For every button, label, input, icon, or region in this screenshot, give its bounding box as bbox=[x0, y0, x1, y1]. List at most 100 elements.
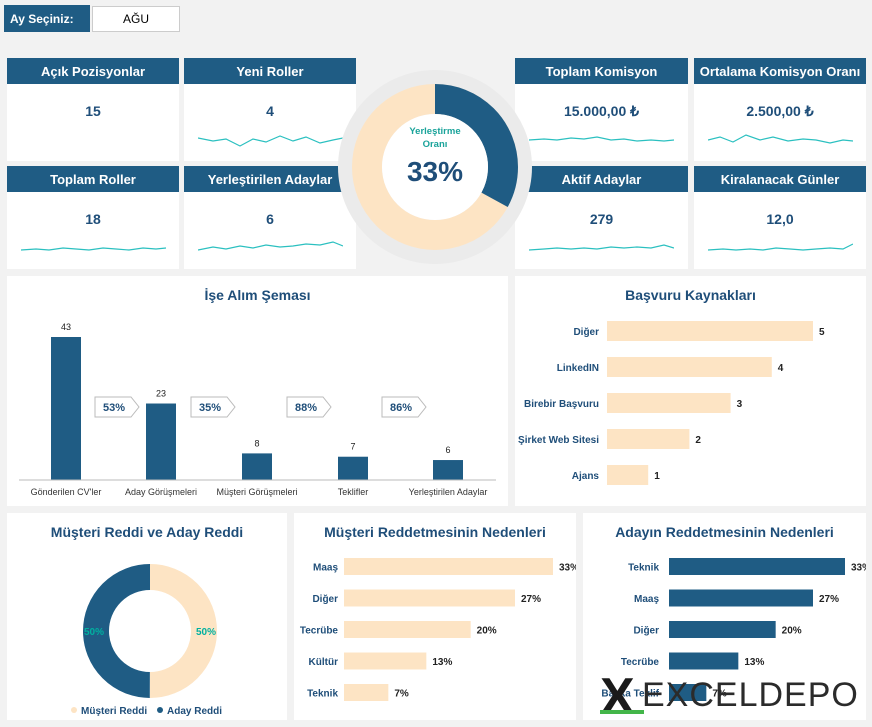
bar bbox=[607, 465, 649, 485]
kpi-title: Ortalama Komisyon Oranı bbox=[694, 58, 866, 84]
conversion-rate: 86% bbox=[390, 402, 412, 414]
bar-category-label: Şirket Web Sitesi bbox=[518, 435, 599, 446]
panel-title: Adayın Reddetmesinin Nedenleri bbox=[615, 524, 834, 540]
bar bbox=[607, 357, 772, 377]
bar-category-label: Diğer bbox=[573, 327, 599, 338]
sparkline bbox=[708, 134, 853, 144]
application-sources-panel: Başvuru Kaynakları Diğer 5 LinkedIN 4 Birebi… bbox=[515, 276, 866, 506]
sparkline bbox=[708, 243, 853, 251]
bar-category-label: LinkedIN bbox=[557, 363, 599, 374]
kpi-title: Yeni Roller bbox=[184, 58, 356, 84]
funnel-bar bbox=[242, 453, 272, 480]
conversion-arrow bbox=[381, 396, 427, 418]
bar-category-label: Teknik bbox=[628, 563, 659, 574]
kpi-card-active-candidates: Aktif Adaylar 279 bbox=[515, 166, 688, 269]
funnel-bar bbox=[433, 460, 463, 480]
conversion-arrow bbox=[190, 396, 236, 418]
bar-value-label: 33% bbox=[559, 563, 576, 574]
conversion-rate: 53% bbox=[103, 402, 125, 414]
kpi-card-total-roles: Toplam Roller 18 bbox=[7, 166, 179, 269]
kpi-value: 12,0 bbox=[766, 211, 794, 227]
kpi-title: Toplam Komisyon bbox=[515, 58, 688, 84]
recruitment-funnel-panel: İşe Alım Şeması 43 Gönderilen CV'ler 23 Ada… bbox=[7, 276, 508, 506]
bar-category-label: Tecrübe bbox=[621, 657, 660, 668]
panel-title: İşe Alım Şeması bbox=[204, 287, 311, 303]
funnel-category-label: Gönderilen CV'ler bbox=[31, 487, 102, 497]
candidate-rejection-chart: Teknik 33% Maaş 27% Diğer 20% Tecrübe 13% Başka … bbox=[601, 558, 866, 701]
client-rejection-panel: Müşteri Reddetmesinin Nedenleri Maaş 33% D… bbox=[294, 513, 576, 720]
sparkline bbox=[529, 244, 674, 251]
kpi-value: 18 bbox=[85, 211, 101, 227]
bar-value-label: 13% bbox=[432, 657, 452, 668]
bar bbox=[669, 684, 707, 701]
legend-swatch bbox=[157, 707, 163, 713]
bar-category-label: Teknik bbox=[307, 689, 338, 700]
bar-value-label: 2 bbox=[695, 435, 701, 446]
panel-title: Başvuru Kaynakları bbox=[625, 287, 756, 303]
bar-value-label: 7% bbox=[394, 689, 409, 700]
bar bbox=[607, 321, 813, 341]
funnel-bar bbox=[338, 456, 368, 480]
logo-text: EXCELDEPO bbox=[642, 676, 859, 714]
bar bbox=[607, 393, 731, 413]
bar bbox=[607, 429, 690, 449]
kpi-value: 6 bbox=[266, 211, 274, 227]
funnel-category-label: Aday Görüşmeleri bbox=[125, 487, 197, 497]
sparkline bbox=[198, 135, 343, 147]
month-selector[interactable]: AĞU bbox=[92, 6, 180, 32]
bar-category-label: Diğer bbox=[312, 594, 338, 605]
placement-rate-gauge: Yerleştirme Oranı 33% bbox=[338, 70, 532, 264]
kpi-title: Yerleştirilen Adaylar bbox=[184, 166, 356, 192]
month-selector-label: Ay Seçiniz: bbox=[4, 5, 90, 32]
bar-value-label: 5 bbox=[819, 327, 825, 338]
placement-rate-arc bbox=[352, 84, 518, 250]
kpi-card-new-roles: Yeni Roller 4 bbox=[184, 58, 356, 161]
bar-value-label: 20% bbox=[477, 626, 497, 637]
bar bbox=[669, 652, 739, 670]
recruitment-funnel-chart: 43 Gönderilen CV'ler 23 Aday Görüşmeleri 8 Mü… bbox=[19, 322, 496, 497]
kpi-card-placed-candidates: Yerleştirilen Adaylar 6 bbox=[184, 166, 356, 269]
pie-slice bbox=[83, 564, 217, 698]
conversion-arrow bbox=[286, 396, 332, 418]
panel-title: Müşteri Reddi ve Aday Reddi bbox=[50, 524, 244, 540]
bar-value-label: 7% bbox=[712, 689, 727, 700]
placement-value: 33% bbox=[407, 156, 463, 187]
kpi-value: 279 bbox=[589, 211, 614, 227]
funnel-bar bbox=[51, 337, 81, 480]
kpi-card-days-to-hire: Kiralanacak Günler 12,0 bbox=[694, 166, 866, 269]
bar-value-label: 33% bbox=[851, 563, 866, 574]
exceldepo-logo: X EXCELDEPO bbox=[600, 668, 859, 722]
sparkline bbox=[198, 241, 343, 251]
funnel-bar-value: 23 bbox=[156, 389, 166, 399]
funnel-bar-value: 8 bbox=[254, 438, 259, 448]
bar-category-label: Başka Teklif bbox=[601, 689, 659, 700]
bar-value-label: 13% bbox=[744, 657, 764, 668]
bar-category-label: Tecrübe bbox=[300, 626, 339, 637]
placement-label-line1: Yerleştirme bbox=[409, 126, 460, 137]
kpi-title: Kiralanacak Günler bbox=[694, 166, 866, 192]
placement-label-line2: Oranı bbox=[423, 139, 448, 150]
client-rejection-chart: Maaş 33% Diğer 27% Tecrübe 20% Kültür 13% Teknik… bbox=[300, 558, 576, 701]
funnel-bar-value: 7 bbox=[350, 442, 355, 452]
funnel-category-label: Yerleştirilen Adaylar bbox=[409, 487, 488, 497]
bar-category-label: Maaş bbox=[634, 594, 659, 605]
legend-swatch bbox=[71, 707, 77, 713]
funnel-bar-value: 43 bbox=[61, 322, 71, 332]
panel-title: Müşteri Reddetmesinin Nedenleri bbox=[324, 524, 546, 540]
candidate-rejection-panel: Adayın Reddetmesinin Nedenleri Teknik 33%… bbox=[583, 513, 866, 720]
rejection-split-panel: Müşteri Reddi ve Aday Reddi 50% 50% Müşter… bbox=[7, 513, 287, 720]
legend-label: Müşteri Reddi bbox=[81, 706, 147, 717]
kpi-card-open-positions: Açık Pozisyonlar 15 bbox=[7, 58, 179, 161]
funnel-category-label: Teklifler bbox=[338, 487, 369, 497]
bar-category-label: Kültür bbox=[309, 657, 339, 668]
conversion-rate: 88% bbox=[295, 402, 317, 414]
bar bbox=[344, 652, 427, 670]
bar-category-label: Birebir Başvuru bbox=[524, 399, 599, 410]
bar bbox=[344, 558, 553, 575]
kpi-value: 4 bbox=[266, 103, 274, 119]
funnel-bar bbox=[146, 403, 176, 480]
bar bbox=[669, 621, 776, 638]
bar-category-label: Maaş bbox=[313, 563, 338, 574]
kpi-value: 2.500,00 ₺ bbox=[746, 103, 814, 119]
application-sources-chart: Diğer 5 LinkedIN 4 Birebir Başvuru 3 Şirket We… bbox=[518, 321, 825, 485]
